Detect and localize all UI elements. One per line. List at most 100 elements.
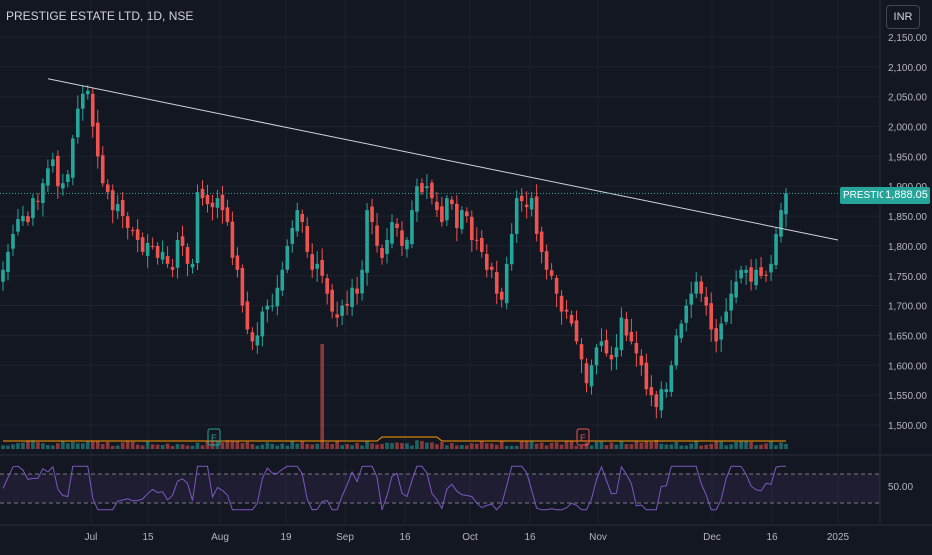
candle-body [130,229,135,231]
volume-bar [395,442,399,449]
candle-body [430,182,434,199]
volume-bar [714,440,718,449]
volume-bar [310,444,315,449]
volume-bar [71,441,75,449]
volume-bar [305,443,310,449]
candle-body [709,303,713,330]
candle-body [634,342,639,354]
candle-body [36,200,40,202]
y-tick-label: 2,150.00 [888,33,927,44]
volume-bar [85,441,90,449]
candle-body [375,225,379,246]
candle-body [11,233,15,249]
volume-bar [145,440,150,449]
x-tick-label: Jul [85,532,98,543]
candle-body [415,186,419,212]
volume-bar [455,445,459,449]
candle-body [21,216,25,222]
candle-body [95,122,100,157]
candle-body [205,194,210,205]
volume-bar [724,445,728,449]
candle-body [225,207,230,223]
y-tick-label: 1,700.00 [888,302,927,313]
volume-bar [759,444,763,449]
volume-bar [235,440,240,449]
candle-body [425,186,429,189]
candle-body [240,267,245,306]
volume-bar [380,443,384,449]
candle-body [400,230,404,246]
candle-body [494,272,499,294]
volume-bar [120,442,125,449]
volume-bar [100,444,105,449]
candle-body [215,198,220,208]
volume-bar [205,440,210,449]
candle-body [385,239,389,254]
volume-bar [225,440,230,449]
rsi-band-fill [0,474,880,503]
candle-body [295,210,300,232]
candle-body [694,281,699,294]
volume-bar [150,444,155,449]
candle-body [26,216,30,223]
currency-button[interactable]: INR [886,5,920,29]
volume-bar [350,445,354,449]
candle-body [539,231,544,252]
candle-body [380,248,384,258]
volume-bar [559,444,564,449]
candle-body [275,287,280,307]
candle-body [390,222,394,244]
volume-bar [345,443,349,449]
volume-bar [779,442,783,449]
candle-body [16,219,20,232]
candle-body [619,317,624,351]
x-tick-label: Nov [589,532,607,543]
volume-bar [390,443,394,449]
candle-body [594,347,599,366]
volume-bar [594,441,599,449]
volume-bar [130,441,135,449]
candle-body [170,267,175,270]
candle-body [599,341,604,346]
volume-bar [410,445,414,449]
x-tick-label: Sep [336,532,354,543]
rsi-line [2,465,786,511]
volume-bar [569,441,574,449]
volume-bar [16,443,20,449]
volume-bar [370,443,374,449]
candle-body [529,198,534,210]
volume-bar [514,445,519,449]
candle-body [80,93,85,109]
volume-bar [499,441,504,449]
candle-body [370,206,374,223]
volume-bar [170,445,175,449]
volume-bar [95,441,100,449]
candle-body [405,239,409,250]
volume-bar [479,441,484,449]
candle-body [455,203,459,229]
candle-body [514,198,519,235]
candle-body [649,387,654,396]
y-tick-label: 2,100.00 [888,63,927,74]
volume-bar [704,444,709,449]
volume-bar [180,444,185,449]
candle-body [470,216,474,240]
volume-bar [66,443,70,449]
volume-bar [275,445,280,449]
candle-body [90,93,95,127]
candle-body [135,229,140,240]
volume-bar [295,443,300,449]
earnings-marker [207,428,221,446]
volume-bar [744,441,748,449]
candle-body [450,199,454,205]
volume-bar [674,441,679,449]
volume-bar [320,344,324,449]
candle-body [614,347,619,358]
volume-bar [255,445,260,449]
candle-body [659,389,664,411]
last-price-tag: 1,888.05 [883,187,930,204]
candle-body [365,210,369,273]
trendline [47,78,839,241]
volume-bar [285,445,290,449]
